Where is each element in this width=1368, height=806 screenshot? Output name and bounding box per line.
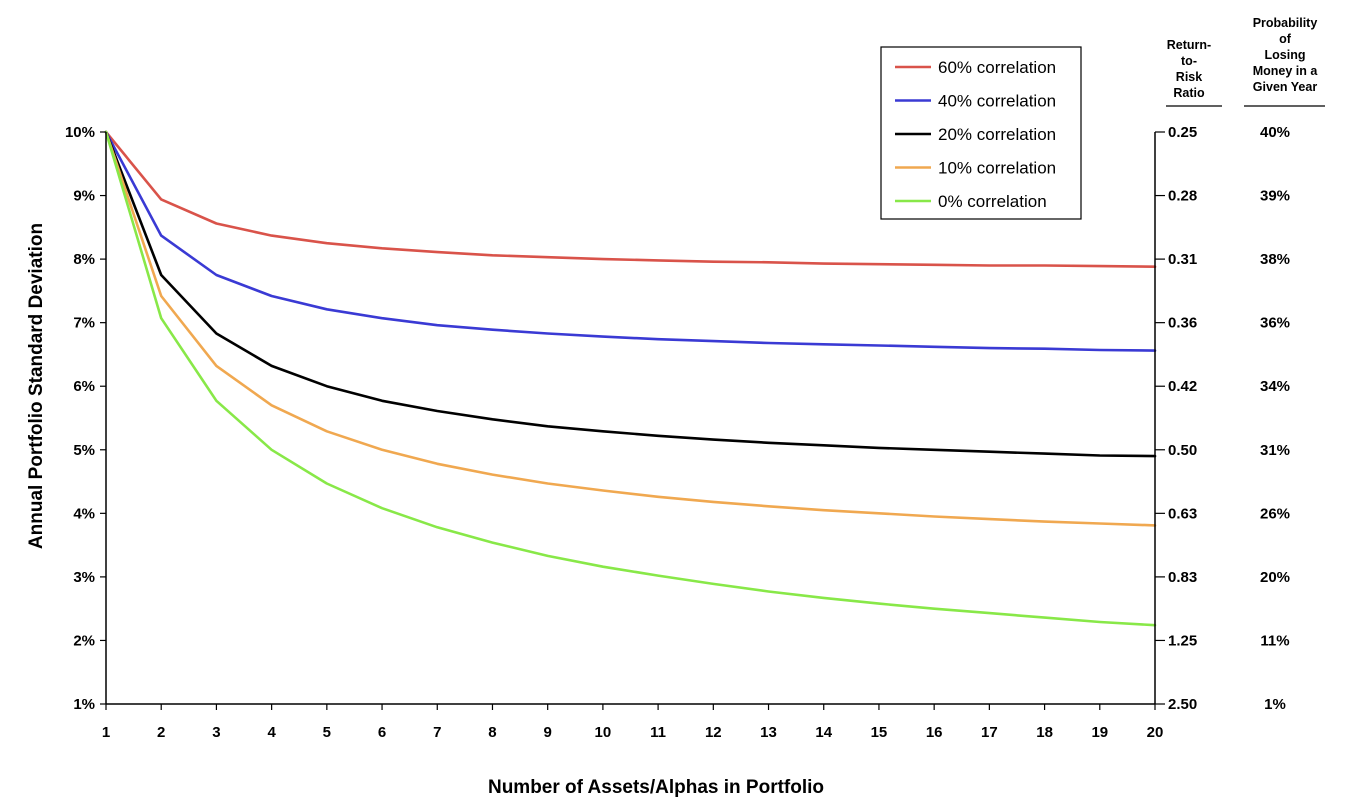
legend-label: 20% correlation — [938, 125, 1056, 144]
x-tick-label: 9 — [544, 724, 552, 741]
x-tick-label: 19 — [1091, 724, 1108, 741]
y-tick-label: 8% — [73, 251, 95, 268]
ratio-header-line: Ratio — [1173, 86, 1205, 100]
probability-label: 11% — [1260, 632, 1289, 649]
probability-header-line: of — [1279, 32, 1292, 46]
x-tick-label: 18 — [1036, 724, 1053, 741]
y-tick-label: 7% — [73, 315, 95, 332]
x-tick-label: 13 — [760, 724, 777, 741]
x-tick-label: 12 — [705, 724, 722, 741]
x-tick-label: 1 — [102, 724, 110, 741]
y-tick-label: 9% — [73, 188, 95, 205]
legend-label: 0% correlation — [938, 192, 1047, 211]
y-tick-label: 2% — [73, 632, 95, 649]
legend-label: 40% correlation — [938, 92, 1056, 111]
series-line-3 — [104, 130, 1157, 527]
ratio-header-line: Risk — [1176, 70, 1202, 84]
ratio-header-line: to- — [1181, 54, 1197, 68]
x-tick-label: 14 — [815, 724, 832, 741]
right-tick-label: 0.83 — [1168, 569, 1197, 586]
x-tick-label: 8 — [488, 724, 496, 741]
series-line-4 — [104, 130, 1157, 627]
y-axis-title: Annual Portfolio Standard Deviation — [26, 223, 47, 549]
probability-header-line: Probability — [1253, 16, 1318, 30]
y-tick-label: 10% — [65, 124, 95, 141]
series-line-2 — [104, 130, 1157, 458]
x-tick-label: 15 — [871, 724, 888, 741]
ratio-header-line: Return- — [1167, 38, 1211, 52]
y-tick-label: 5% — [73, 442, 95, 459]
x-tick-label: 3 — [212, 724, 220, 741]
probability-label: 36% — [1260, 315, 1290, 332]
probability-label: 39% — [1260, 188, 1290, 205]
y-tick-label: 6% — [73, 378, 95, 395]
x-tick-label: 10 — [595, 724, 612, 741]
right-tick-label: 0.25 — [1168, 124, 1197, 141]
right-tick-label: 0.31 — [1168, 251, 1197, 268]
right-tick-label: 0.50 — [1168, 442, 1197, 459]
probability-header-line: Given Year — [1253, 80, 1318, 94]
probability-label: 40% — [1260, 124, 1290, 141]
right-tick-label: 0.28 — [1168, 188, 1197, 205]
y-tick-label: 3% — [73, 569, 95, 586]
x-tick-label: 5 — [323, 724, 331, 741]
right-tick-label: 2.50 — [1168, 696, 1197, 713]
right-tick-label: 0.36 — [1168, 315, 1197, 332]
x-tick-label: 11 — [650, 724, 666, 741]
x-tick-label: 2 — [157, 724, 165, 741]
right-tick-label: 1.25 — [1168, 632, 1197, 649]
right-tick-label: 0.63 — [1168, 505, 1197, 522]
y-tick-label: 1% — [73, 696, 95, 713]
x-tick-label: 16 — [926, 724, 943, 741]
series-line-1 — [104, 130, 1157, 352]
series-line-0 — [104, 130, 1157, 269]
x-tick-label: 4 — [267, 724, 276, 741]
legend-label: 60% correlation — [938, 58, 1056, 77]
probability-label: 26% — [1260, 505, 1290, 522]
x-tick-label: 20 — [1147, 724, 1164, 741]
right-tick-label: 0.42 — [1168, 378, 1197, 395]
y-tick-label: 4% — [73, 505, 95, 522]
probability-header-line: Money in a — [1253, 64, 1319, 78]
x-tick-label: 6 — [378, 724, 386, 741]
probability-label: 34% — [1260, 378, 1290, 395]
probability-label: 20% — [1260, 569, 1290, 586]
probability-label: 1% — [1264, 696, 1286, 713]
x-tick-label: 17 — [981, 724, 998, 741]
legend-label: 10% correlation — [938, 159, 1056, 178]
probability-label: 31% — [1260, 442, 1290, 459]
x-axis-title: Number of Assets/Alphas in Portfolio — [488, 777, 824, 798]
probability-header-line: Losing — [1265, 48, 1306, 62]
x-tick-label: 7 — [433, 724, 441, 741]
probability-label: 38% — [1260, 251, 1290, 268]
